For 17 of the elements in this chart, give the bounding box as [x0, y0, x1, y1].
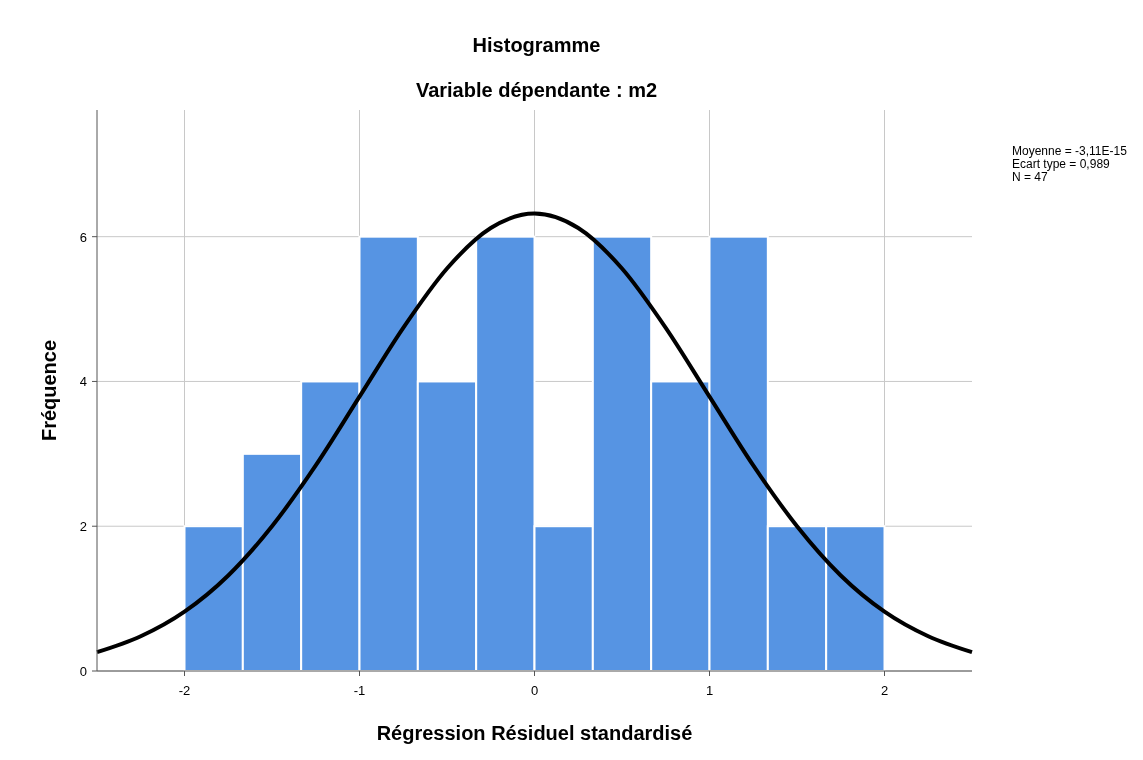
chart-subtitle: Variable dépendante : m2 [415, 79, 658, 101]
line-series [95, 211, 974, 655]
y-tick-label: 0 [79, 664, 87, 679]
y-tick-label: 4 [79, 374, 87, 390]
y-tick-label: 2 [79, 519, 87, 535]
x-axis-title: Régression Résiduel standardisé [376, 722, 693, 744]
y-axis-title: Fréquence [38, 339, 60, 442]
text: Moyenne = -3,11E-15 [1012, 144, 1128, 158]
y-tick-label: 6 [79, 229, 87, 245]
text: N = 47 [1012, 170, 1049, 184]
x-tick-label: 0 [530, 683, 539, 698]
x-tick-label: 2 [880, 683, 889, 698]
x-tick-label: -2 [178, 683, 191, 698]
text: Ecart type = 0,989 [1012, 157, 1111, 171]
x-tick-label: 1 [705, 683, 714, 698]
x-tick-label: -1 [353, 683, 366, 698]
chart-title: Histogramme [472, 34, 601, 56]
